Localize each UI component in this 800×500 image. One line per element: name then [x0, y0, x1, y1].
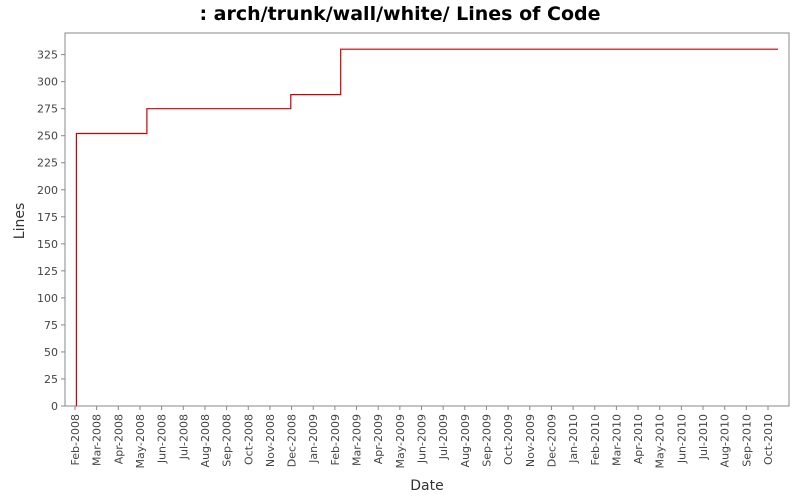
x-tick-label: Apr-2008	[112, 414, 125, 464]
x-tick-label: Mar-2008	[91, 414, 104, 466]
x-tick-label: Dec-2009	[545, 414, 558, 467]
x-tick-label: Jan-2010	[567, 414, 580, 464]
x-tick-label: Feb-2009	[329, 414, 342, 465]
x-tick-label: Jul-2010	[697, 414, 710, 460]
chart-title: : arch/trunk/wall/white/ Lines of Code	[199, 3, 600, 25]
y-tick-label: 250	[37, 130, 58, 143]
x-tick-label: Apr-2010	[632, 414, 645, 464]
y-tick-label: 25	[44, 373, 58, 386]
x-tick-label: Aug-2010	[719, 414, 732, 467]
y-tick-label: 125	[37, 265, 58, 278]
x-tick-label: Mar-2009	[351, 414, 364, 466]
x-tick-label: Feb-2010	[589, 414, 602, 465]
x-tick-label: Sep-2010	[740, 414, 753, 467]
y-axis-label: Lines	[12, 203, 28, 239]
x-axis-ticks: Feb-2008 Mar-2008 Apr-2008 May-2008 Jun-2008…	[69, 406, 775, 469]
x-tick-label: May-2008	[134, 414, 147, 469]
plot-area	[64, 32, 790, 407]
x-tick-label: Aug-2009	[459, 414, 472, 467]
x-tick-label: Oct-2010	[762, 414, 775, 465]
x-tick-label: Oct-2008	[242, 414, 255, 465]
y-tick-label: 175	[37, 211, 58, 224]
x-tick-label: Sep-2009	[480, 414, 493, 467]
x-tick-label: Aug-2008	[199, 414, 212, 467]
x-tick-label: Dec-2008	[286, 414, 299, 467]
x-tick-label: Nov-2008	[264, 414, 277, 467]
y-tick-label: 50	[44, 346, 58, 359]
y-tick-label: 200	[37, 184, 58, 197]
x-tick-label: Jan-2009	[307, 414, 320, 464]
y-tick-label: 325	[37, 49, 58, 62]
x-tick-label: Jun-2010	[675, 414, 688, 464]
series-layer	[75, 48, 778, 406]
x-tick-label: Jul-2008	[177, 414, 190, 460]
x-tick-label: May-2010	[654, 414, 667, 469]
y-tick-label: 300	[37, 76, 58, 89]
y-tick-label: 225	[37, 157, 58, 170]
y-tick-label: 275	[37, 103, 58, 116]
x-axis-label: Date	[410, 478, 443, 494]
series-line-0	[75, 48, 778, 406]
x-tick-label: Jul-2009	[437, 414, 450, 460]
x-tick-label: Sep-2008	[221, 414, 234, 467]
x-tick-label: Jun-2008	[156, 414, 169, 464]
x-tick-label: May-2009	[394, 414, 407, 469]
y-axis-ticks: 0 25 50 75 100 125 150 175 200 225 250 275 300 325	[37, 49, 65, 413]
x-tick-label: Mar-2010	[610, 414, 623, 466]
x-tick-label: Jun-2009	[416, 414, 429, 464]
y-tick-label: 75	[44, 319, 58, 332]
x-tick-label: Oct-2009	[502, 414, 515, 465]
y-tick-label: 0	[51, 400, 58, 413]
x-tick-label: Feb-2008	[69, 414, 82, 465]
x-tick-label: Nov-2009	[524, 414, 537, 467]
x-tick-label: Apr-2009	[372, 414, 385, 464]
y-tick-label: 150	[37, 238, 58, 251]
y-tick-label: 100	[37, 292, 58, 305]
